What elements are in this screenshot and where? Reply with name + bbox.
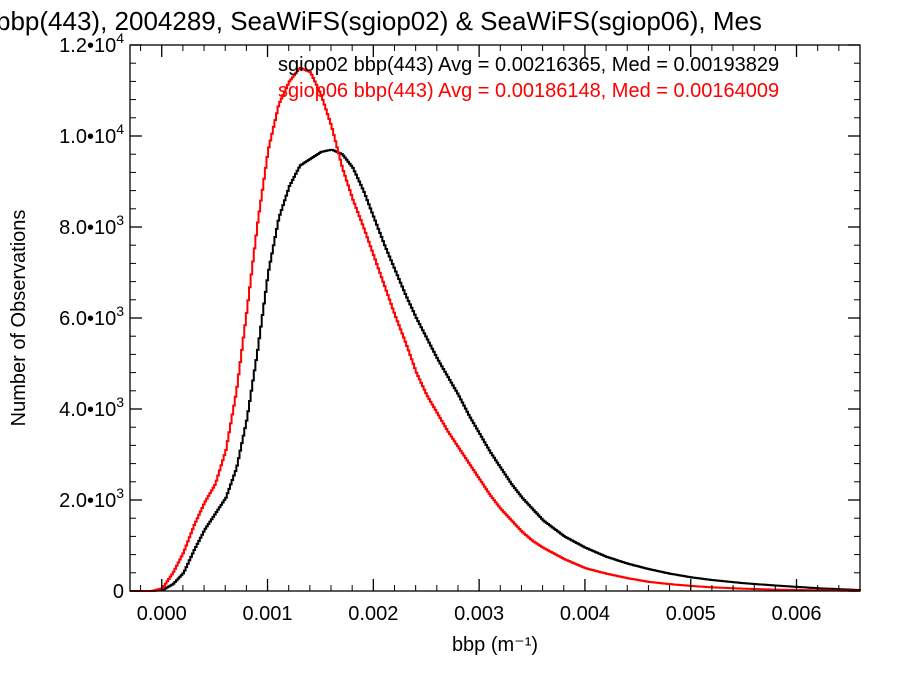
x-axis-label: bbp (m⁻¹): [452, 634, 538, 656]
y-tick-label: 1.2•104: [59, 30, 124, 57]
x-tick-label: 0.004: [560, 603, 610, 625]
y-tick-label: 1.0•104: [59, 121, 124, 148]
y-tick-label: 0: [113, 581, 124, 603]
y-tick-label: 4.0•103: [59, 394, 124, 421]
y-tick-label: 6.0•103: [59, 303, 124, 330]
y-axis: 0 2.0•103 4.0•103 6.0•103 8.0•103 1.0•104 1.2•…: [59, 30, 860, 603]
series-layer: [130, 66, 861, 592]
y-axis-label: Number of Observations: [8, 210, 30, 427]
chart-title: bbp(443), 2004289, SeaWiFS(sgiop02) & Se…: [0, 6, 762, 36]
legend-entry-sgiop06: sgiop06 bbp(443) Avg = 0.00186148, Med =…: [278, 80, 779, 102]
x-axis: 0.000 0.001 0.002 0.003 0.004 0.005 0.006: [137, 45, 861, 625]
x-tick-label: 0.005: [666, 603, 716, 625]
legend-entry-sgiop02: sgiop02 bbp(443) Avg = 0.00216365, Med =…: [278, 54, 779, 76]
y-tick-label: 8.0•103: [59, 212, 124, 239]
series-line-sgiop02: [130, 148, 861, 592]
x-tick-label: 0.006: [771, 603, 821, 625]
x-tick-label: 0.000: [137, 603, 187, 625]
y-tick-label: 2.0•103: [59, 485, 124, 512]
x-tick-label: 0.002: [348, 603, 398, 625]
x-tick-label: 0.001: [243, 603, 293, 625]
series-line-sgiop06: [130, 66, 861, 592]
x-tick-label: 0.003: [454, 603, 504, 625]
